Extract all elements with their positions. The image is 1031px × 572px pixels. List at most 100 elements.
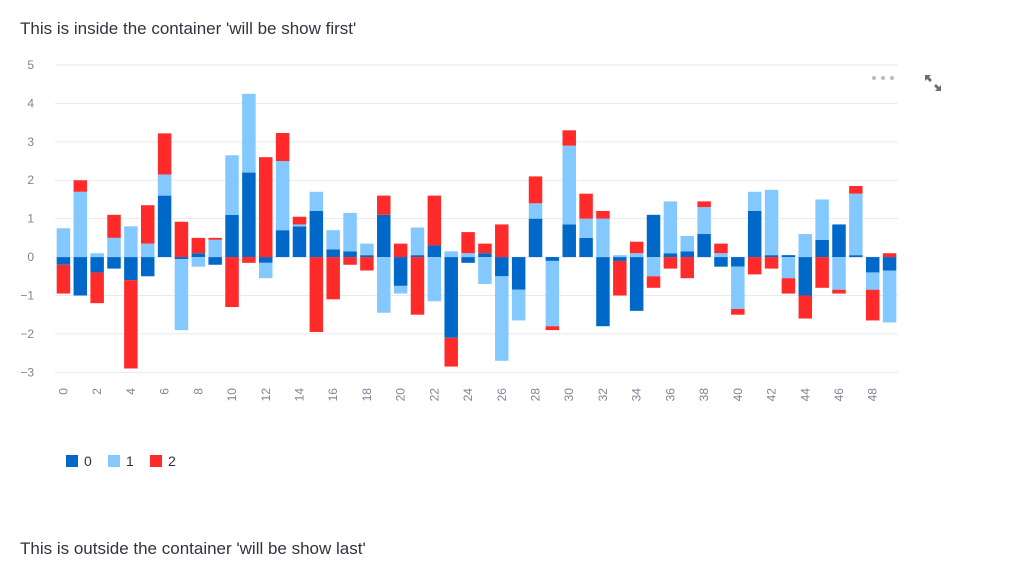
bar-segment-series-1: [73, 191, 88, 258]
bar-segment-series-2: [629, 241, 644, 254]
bar-segment-series-2: [343, 257, 357, 265]
bar-segment-series-0: [208, 257, 222, 265]
y-tick-label: 0: [27, 250, 34, 264]
bar-segment-series-2: [140, 205, 155, 244]
legend-swatch-2: [150, 455, 162, 467]
bar-segment-series-2: [747, 257, 762, 275]
bar-segment-series-1: [410, 227, 425, 256]
bar-segment-series-0: [393, 257, 408, 286]
bar-segment-series-0: [798, 257, 813, 296]
bar-segment-series-1: [393, 285, 408, 294]
bar-segment-series-2: [427, 195, 442, 246]
bar-segment-series-1: [140, 243, 155, 258]
bar-segment-series-0: [865, 257, 880, 273]
bar-segment-series-0: [225, 214, 239, 258]
x-tick-label: 10: [225, 388, 239, 402]
bar-segment-series-0: [90, 257, 104, 273]
y-tick-label: 3: [27, 135, 34, 149]
bar-segment-series-0: [781, 255, 796, 258]
x-tick-label: 28: [529, 388, 543, 402]
bar-segment-series-0: [663, 253, 678, 258]
bar-segment-series-0: [140, 257, 155, 277]
bar-segment-series-1: [90, 253, 104, 258]
bar-segment-series-0: [849, 255, 863, 258]
bar-segment-series-0: [545, 257, 560, 261]
bar-segment-series-1: [157, 174, 172, 196]
bar-segment-series-0: [275, 230, 290, 258]
stacked-bar-chart: −3 −2 −1 0 1 2 3 4 5 0 2 4 6 8 10 12 14 16 18 20 22 24 26 28 30…: [0, 55, 910, 485]
x-tick-label: 42: [765, 388, 779, 402]
bar-segment-series-2: [410, 257, 425, 315]
bar-segment-series-0: [815, 239, 829, 258]
legend-swatch-1: [108, 455, 120, 467]
bar-segment-series-1: [865, 272, 880, 290]
legend-swatch-0: [66, 455, 78, 467]
legend-label-1: 1: [126, 453, 134, 469]
bar-segment-series-2: [377, 195, 391, 215]
bar-segment-series-1: [832, 257, 846, 290]
bar-segment-series-2: [865, 289, 880, 321]
bar-segment-series-0: [511, 257, 526, 290]
bar-segment-series-0: [377, 214, 391, 258]
bar-segment-series-1: [680, 235, 694, 252]
bar-segment-series-2: [292, 216, 307, 225]
bar-segment-series-1: [478, 257, 492, 284]
bar-segment-series-2: [191, 237, 206, 254]
bar-segment-series-2: [259, 157, 273, 258]
bar-segment-series-2: [613, 260, 627, 296]
bar-segment-series-2: [225, 257, 239, 308]
bar-segment-series-1: [629, 253, 644, 258]
y-tick-label: 1: [27, 212, 34, 226]
more-horizontal-icon-dot: [881, 76, 885, 80]
bar-segment-series-0: [107, 257, 121, 269]
bar-segment-series-2: [157, 133, 172, 175]
bar-segment-series-2: [309, 257, 324, 332]
bar-segment-series-2: [478, 243, 492, 254]
x-tick-label: 16: [326, 388, 340, 402]
bar-segment-series-1: [174, 258, 189, 331]
bar-segment-series-2: [579, 193, 593, 219]
bar-segment-series-0: [427, 245, 442, 258]
bar-segment-series-2: [781, 278, 796, 294]
bar-segment-series-2: [680, 257, 694, 279]
bar-segment-series-1: [124, 226, 138, 258]
legend-label-2: 2: [168, 453, 176, 469]
bar-segment-series-0: [764, 255, 779, 258]
bar-segment-series-1: [663, 201, 678, 254]
outside-text: This is outside the container 'will be s…: [20, 539, 366, 558]
bar-segment-series-1: [427, 257, 442, 302]
x-tick-label: 38: [697, 388, 711, 402]
bar-segment-series-1: [309, 191, 324, 211]
bar-segment-series-0: [343, 251, 357, 258]
bars: [56, 93, 897, 369]
bar-segment-series-1: [596, 218, 610, 258]
y-tick-label: 2: [27, 173, 34, 187]
bar-segment-series-1: [646, 257, 661, 277]
bar-segment-series-0: [882, 257, 897, 271]
bar-segment-series-1: [545, 260, 560, 327]
bar-segment-series-1: [292, 224, 307, 227]
chart-menu-button[interactable]: [872, 72, 894, 84]
x-axis: 0 2 4 6 8 10 12 14 16 18 20 22 24 26 28 30 32 34 36 38 40 42 4…: [56, 388, 879, 402]
bar-segment-series-0: [157, 195, 172, 258]
bar-segment-series-2: [174, 221, 189, 258]
y-tick-label: −1: [20, 288, 34, 302]
bar-segment-series-1: [461, 253, 475, 258]
bar-segment-series-0: [174, 257, 189, 259]
bar-segment-series-0: [309, 210, 324, 258]
bar-segment-series-1: [107, 237, 121, 258]
more-horizontal-icon: [872, 76, 876, 80]
bar-segment-series-0: [714, 257, 728, 267]
bar-segment-series-2: [107, 214, 121, 238]
bar-segment-series-1: [360, 243, 374, 256]
bar-segment-series-2: [90, 272, 104, 304]
bar-segment-series-1: [714, 253, 728, 258]
bar-segment-series-1: [343, 212, 357, 252]
x-tick-label: 30: [562, 388, 576, 402]
bar-segment-series-2: [545, 326, 560, 331]
bar-segment-series-1: [798, 234, 813, 258]
fullscreen-button[interactable]: [922, 72, 944, 94]
x-tick-label: 0: [56, 388, 70, 395]
bar-segment-series-0: [73, 257, 88, 296]
x-tick-label: 6: [158, 388, 172, 395]
